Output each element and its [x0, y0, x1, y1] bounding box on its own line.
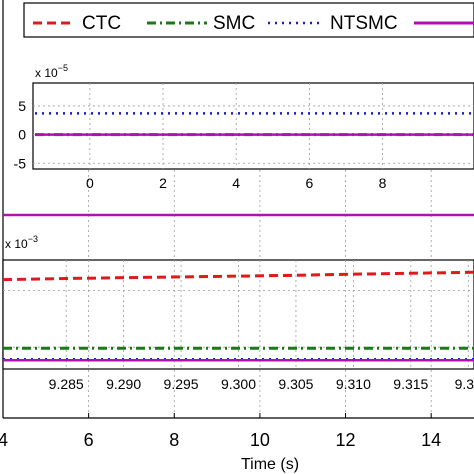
legend-box: [23, 2, 474, 38]
inset-top-series-layer: [35, 112, 474, 137]
legend-label-smc: SMC: [213, 13, 255, 34]
main-x-tick-label: 10: [250, 430, 270, 450]
inset-top-y-tick-label: -5: [14, 155, 27, 171]
inset-bottom-x-tick-label: 9.315: [393, 376, 428, 392]
main-x-tick-label: 8: [169, 430, 179, 450]
inset-top-exponent: x 10−5: [35, 63, 68, 80]
inset-bottom-exponent: x 10−3: [5, 234, 38, 251]
main-x-tick-label: 14: [421, 430, 441, 450]
inset-top-frame: [32, 82, 474, 170]
inset-top-y-tick-label: 0: [18, 127, 26, 143]
legend: CTC SMC NTSMC: [23, 2, 474, 38]
inset-bottom-x-tick-label: 9.32: [455, 376, 474, 392]
main-grid: [88, 170, 432, 418]
legend-label-ctc: CTC: [82, 13, 121, 34]
main-x-tick-label: 6: [84, 430, 94, 450]
inset-bottom-x-tick-labels: 9.285 9.290 9.295 9.300 9.305 9.310 9.315 9.32: [49, 376, 474, 392]
inset-bottom-x-tick-label: 9.295: [164, 376, 199, 392]
inset-bottom-x-tick-label: 9.305: [278, 376, 313, 392]
inset-bottom-series-layer: [2, 270, 474, 362]
main-x-tick-label: 4: [0, 430, 8, 450]
main-x-tick-labels: 4 6 8 10 12 14: [0, 413, 441, 450]
inset-top-x-tick-label: 0: [86, 175, 94, 191]
main-x-tick-label: 12: [336, 430, 356, 450]
inset-top-y-tick-label: 5: [18, 98, 26, 114]
main-x-axis-label: Time (s): [241, 456, 299, 473]
inset-top-x-tick-label: 4: [232, 175, 240, 191]
inset-bottom-x-tick-label: 9.300: [221, 376, 256, 392]
inset-top-x-tick-label: 8: [379, 175, 387, 191]
inset-bottom-x-tick-label: 9.285: [49, 376, 84, 392]
inset-top-x-tick-label: 2: [159, 175, 167, 191]
inset-top-y-tick-labels: 5 0 -5: [14, 98, 27, 171]
legend-label-ntsmc: NTSMC: [330, 13, 398, 34]
inset-bottom-x-tick-label: 9.310: [336, 376, 371, 392]
inset-bottom-x-tick-label: 9.290: [106, 376, 141, 392]
inset-top-x-tick-label: 6: [305, 175, 313, 191]
inset-top-x-tick-labels: 0 2 4 6 8: [86, 175, 387, 191]
